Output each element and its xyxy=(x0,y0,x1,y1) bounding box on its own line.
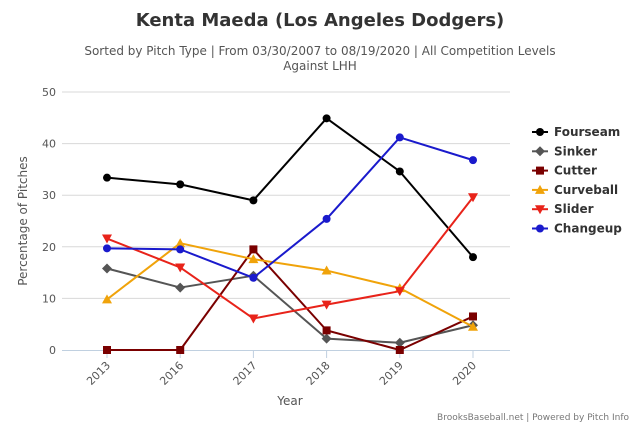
legend-marker[interactable] xyxy=(535,205,545,215)
data-point-slider[interactable] xyxy=(468,193,478,203)
series-fourseam xyxy=(103,114,477,262)
data-point-slider[interactable] xyxy=(175,263,186,273)
data-point-cutter[interactable] xyxy=(322,326,331,335)
data-point-slider[interactable] xyxy=(248,314,259,324)
x-tick-label: 2017 xyxy=(231,359,260,388)
legend-marker[interactable] xyxy=(535,184,545,194)
x-tick-label: 2016 xyxy=(157,359,186,388)
data-point-fourseam[interactable] xyxy=(322,114,331,123)
legend[interactable]: Fourseam Sinker Cutter Curveball Slider Chang… xyxy=(532,125,622,236)
series-curveball xyxy=(102,238,478,331)
axes: 0 10 20 30 40 50 2013 2016 2017 2018 2019 2020 xyxy=(42,86,510,388)
data-point-slider[interactable] xyxy=(102,234,112,244)
legend-marker[interactable] xyxy=(536,166,544,175)
data-point-fourseam[interactable] xyxy=(103,173,111,182)
data-point-sinker[interactable] xyxy=(102,263,112,274)
data-point-slider[interactable] xyxy=(394,287,405,297)
series-group xyxy=(102,114,478,354)
data-point-changeup[interactable] xyxy=(395,133,404,142)
data-point-curveball[interactable] xyxy=(468,321,478,331)
x-axis-title: Year xyxy=(276,394,302,408)
legend-item-cutter[interactable]: Cutter xyxy=(532,164,597,178)
series-line-changeup xyxy=(106,136,474,279)
x-tick-label: 2018 xyxy=(304,359,333,388)
y-tick-label: 30 xyxy=(42,189,56,202)
data-point-sinker[interactable] xyxy=(394,337,405,348)
x-tick-label: 2020 xyxy=(450,359,479,388)
series-sinker xyxy=(102,263,478,348)
y-tick-label: 0 xyxy=(49,344,56,357)
legend-item-fourseam[interactable]: Fourseam xyxy=(532,125,620,139)
data-point-changeup[interactable] xyxy=(322,214,331,223)
legend-marker[interactable] xyxy=(536,224,544,233)
chart-subtitle-line-1: Sorted by Pitch Type | From 03/30/2007 t… xyxy=(84,44,555,58)
data-point-curveball[interactable] xyxy=(248,254,259,264)
grid xyxy=(62,91,510,299)
data-point-cutter[interactable] xyxy=(469,312,477,321)
y-axis-title: Percentage of Pitches xyxy=(16,156,30,286)
data-point-sinker[interactable] xyxy=(321,333,332,344)
series-slider xyxy=(102,193,478,324)
legend-marker[interactable] xyxy=(535,146,545,157)
y-tick-label: 20 xyxy=(42,241,56,254)
legend-item-slider[interactable]: Slider xyxy=(532,202,594,216)
data-point-cutter[interactable] xyxy=(103,346,111,354)
legend-item-curveball[interactable]: Curveball xyxy=(532,183,618,197)
data-point-curveball[interactable] xyxy=(321,265,332,275)
data-point-fourseam[interactable] xyxy=(176,180,185,189)
data-point-curveball[interactable] xyxy=(175,238,186,248)
y-tick-label: 10 xyxy=(42,292,56,305)
series-line-slider xyxy=(106,196,474,320)
data-point-slider[interactable] xyxy=(321,300,332,310)
legend-label: Sinker xyxy=(554,144,597,158)
data-point-changeup[interactable] xyxy=(249,273,258,282)
legend-label: Curveball xyxy=(554,183,618,197)
legend-item-sinker[interactable]: Sinker xyxy=(532,144,597,158)
legend-label: Slider xyxy=(554,202,594,216)
series-line-cutter xyxy=(107,248,474,351)
data-point-fourseam[interactable] xyxy=(249,196,258,205)
data-point-changeup[interactable] xyxy=(469,156,477,165)
legend-label: Fourseam xyxy=(554,125,620,139)
data-point-cutter[interactable] xyxy=(395,346,404,354)
data-point-cutter[interactable] xyxy=(249,245,258,254)
data-point-cutter[interactable] xyxy=(176,346,185,354)
y-tick-label: 50 xyxy=(42,86,56,99)
legend-label: Cutter xyxy=(554,164,597,178)
legend-item-changeup[interactable]: Changeup xyxy=(532,222,622,236)
x-tick-label: 2013 xyxy=(84,359,113,388)
series-cutter xyxy=(103,245,477,354)
series-changeup xyxy=(103,133,477,282)
data-point-changeup[interactable] xyxy=(176,245,185,254)
series-line-curveball xyxy=(106,242,474,328)
legend-label: Changeup xyxy=(554,222,622,236)
data-point-changeup[interactable] xyxy=(103,244,111,253)
legend-marker[interactable] xyxy=(536,128,544,136)
series-line-fourseam xyxy=(106,117,474,258)
series-line-sinker xyxy=(106,267,474,344)
credits[interactable]: BrooksBaseball.net | Powered by Pitch In… xyxy=(437,413,629,423)
y-tick-label: 40 xyxy=(42,138,56,151)
chart-subtitle-line-2: Against LHH xyxy=(283,59,357,73)
chart-title: Kenta Maeda (Los Angeles Dodgers) xyxy=(136,10,505,31)
x-tick-label: 2019 xyxy=(377,359,406,388)
data-point-sinker[interactable] xyxy=(175,282,186,293)
data-point-fourseam[interactable] xyxy=(469,253,477,262)
data-point-curveball[interactable] xyxy=(102,294,112,304)
data-point-fourseam[interactable] xyxy=(395,167,404,176)
